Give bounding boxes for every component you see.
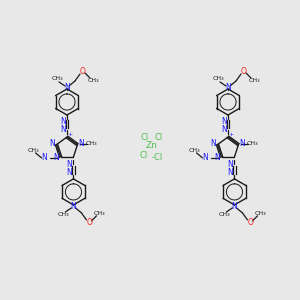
Text: N: N [211,139,216,148]
Text: N: N [203,153,208,162]
Text: Cl: Cl [155,133,163,142]
Text: N: N [225,82,231,91]
Text: CH₃: CH₃ [248,77,260,83]
Text: N: N [60,116,66,125]
Text: CH₃: CH₃ [51,76,63,82]
Text: N: N [221,116,227,125]
Text: N: N [240,139,245,148]
Text: +: + [228,131,234,136]
Text: N: N [42,153,47,162]
Text: O: O [248,218,254,227]
Text: CH₃: CH₃ [85,141,97,146]
Text: CH₃: CH₃ [189,148,200,153]
Text: Cl: Cl [141,133,149,142]
Text: -Cl: -Cl [152,152,163,161]
Text: Zn: Zn [146,142,158,151]
Text: N: N [228,168,233,177]
Text: N: N [64,82,70,91]
Text: N: N [79,139,84,148]
Text: N: N [228,160,233,169]
Text: CH₃: CH₃ [87,77,99,83]
Text: CH₃: CH₃ [58,212,69,217]
Text: CH₃: CH₃ [219,212,230,217]
Text: CH₃: CH₃ [247,141,258,146]
Text: CH₃: CH₃ [28,148,39,153]
Text: N: N [54,153,59,162]
Text: +: + [68,131,73,136]
Text: N: N [67,168,72,177]
Text: Cl: Cl [140,151,148,160]
Text: N: N [70,202,76,211]
Text: N: N [50,139,56,148]
Text: N: N [67,160,72,169]
Text: O: O [86,218,92,227]
Text: N: N [221,124,227,134]
Text: O: O [241,67,247,76]
Text: N: N [60,124,66,134]
Text: CH₃: CH₃ [255,212,266,216]
Text: O: O [80,67,86,76]
Text: CH₃: CH₃ [94,212,105,216]
Text: N: N [215,153,220,162]
Text: N: N [232,202,237,211]
Text: CH₃: CH₃ [212,76,224,82]
